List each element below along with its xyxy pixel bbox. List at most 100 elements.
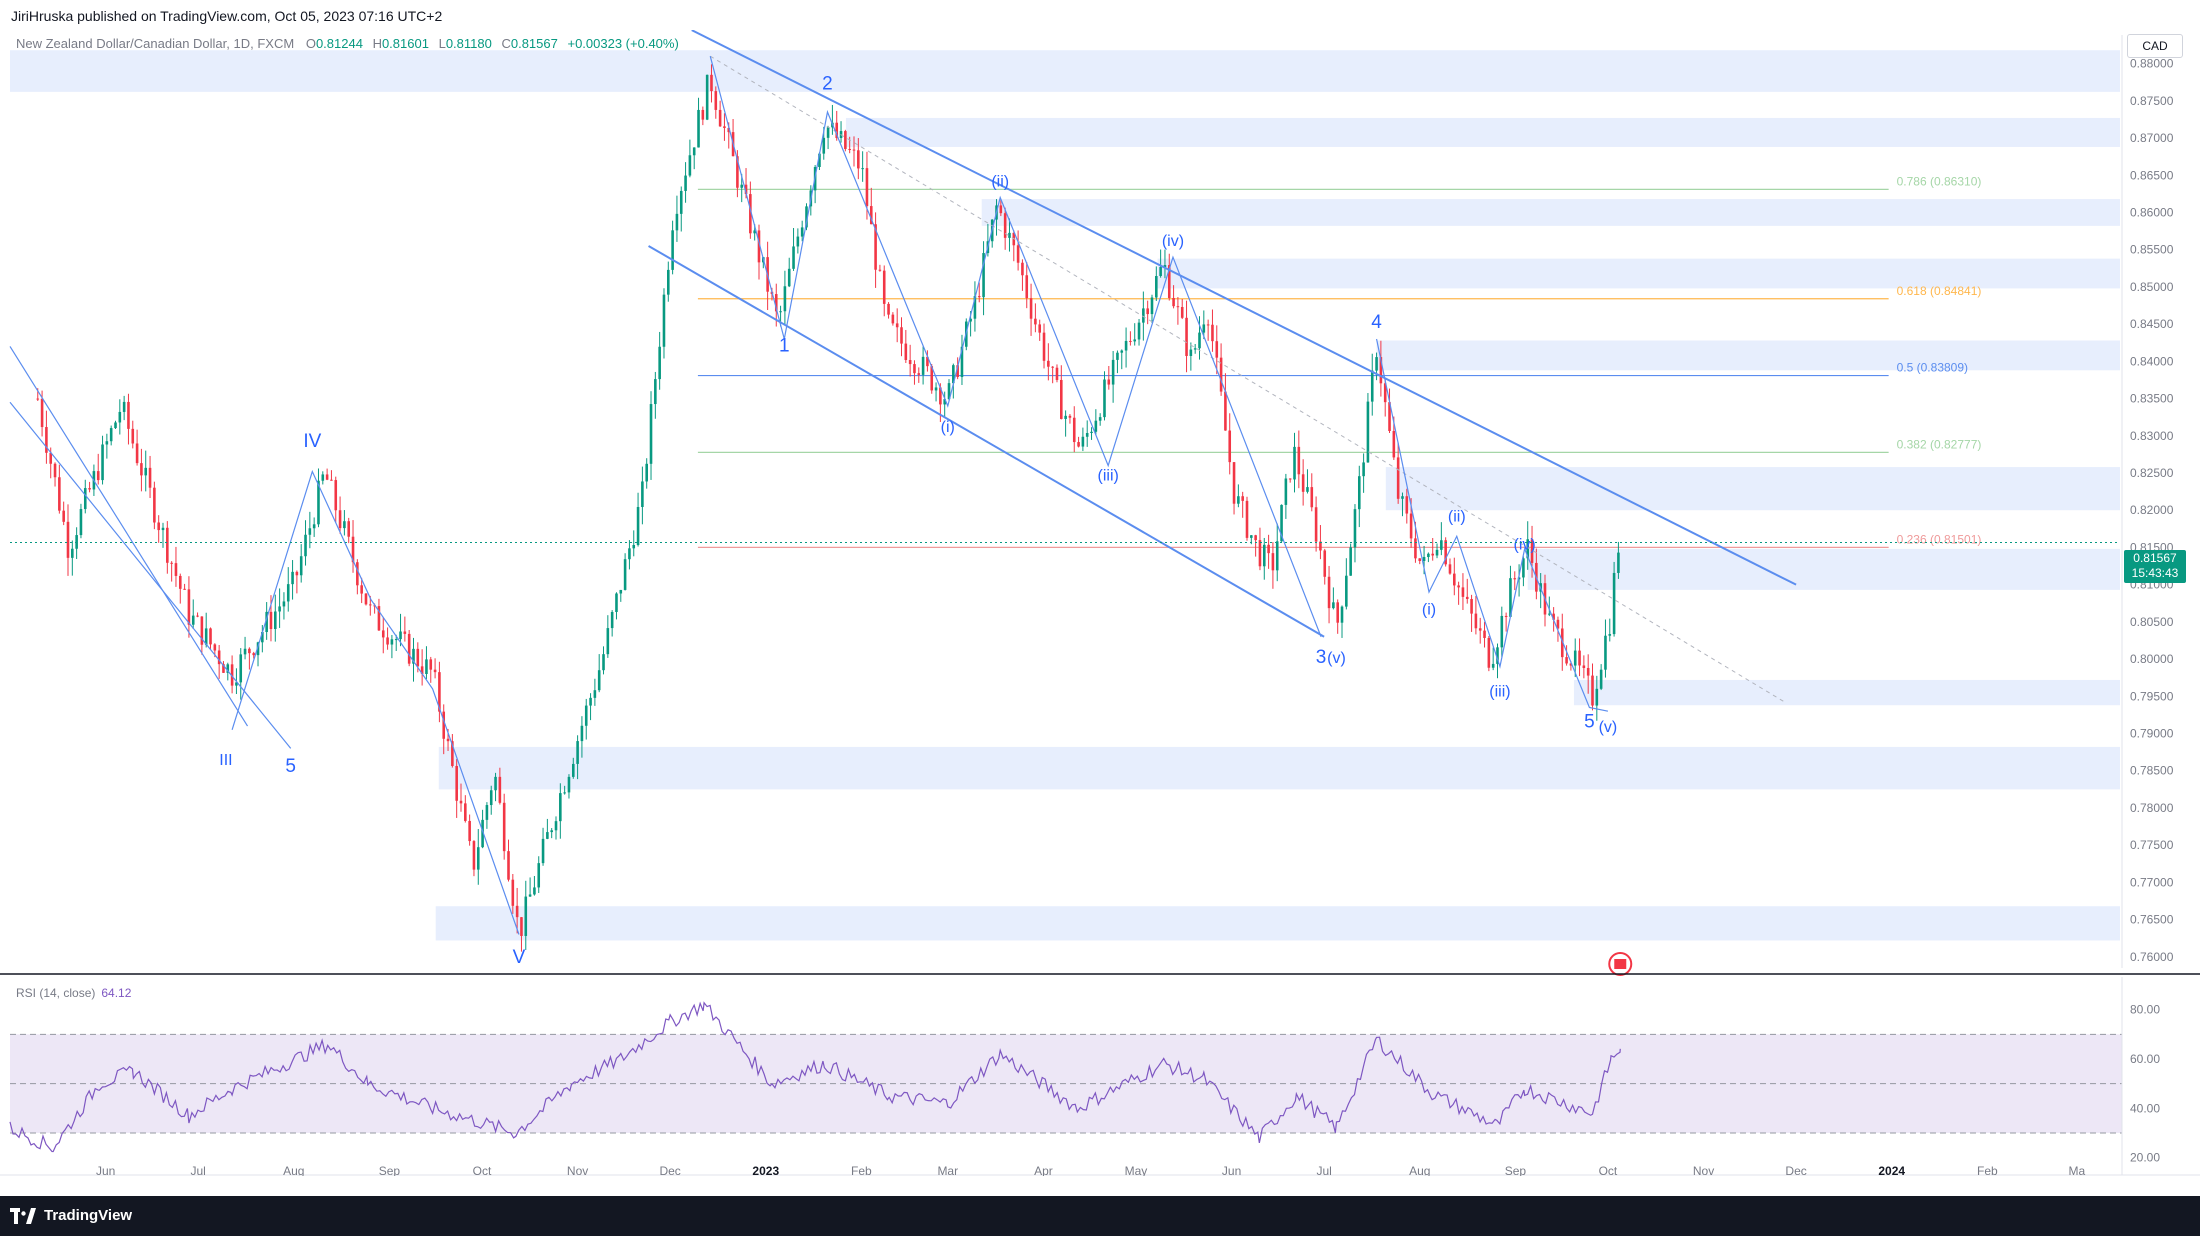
candle-body [230,664,234,686]
candle-body [1085,433,1089,437]
wave-label: 2 [822,74,833,95]
candle-body [675,213,679,231]
candle-body [1301,474,1305,492]
candle-body [563,792,566,794]
price-chart[interactable]: 0.786 (0.86310) 0.618 (0.84841) 0.5 (0.838… [0,30,2200,976]
candle-body [533,887,536,895]
candle-body [1288,478,1292,480]
candle-body [641,481,644,507]
candle-body [1072,417,1076,443]
candle-body [1237,496,1240,504]
candle-body [541,838,545,864]
candle-body [1051,366,1054,368]
candle-body [1224,391,1227,431]
candle-body [291,571,294,585]
candle-body [1586,668,1590,676]
candle-body [1522,558,1525,578]
candle-body [1081,436,1085,447]
candle-body [122,401,126,412]
candle-body [1357,476,1361,510]
candle-body [174,563,178,576]
candle-body [515,905,519,918]
candle-body [75,535,78,549]
candle-body [658,346,661,380]
candle-body [1457,585,1460,588]
candle-body [481,819,484,848]
candle-body [723,126,726,128]
time-axis-tick: Aug [1409,1164,1430,1176]
candle-body [226,664,230,673]
wave-label: (iii) [1098,467,1119,484]
header-bar: JiriHruska published on TradingView.com,… [0,0,2200,30]
candle-body [697,109,700,148]
candle-body [468,820,471,842]
candle-body [494,776,497,791]
candle-body [71,548,74,558]
candle-body [1353,509,1357,548]
candle-body [939,387,942,405]
wave-label: (iv) [1514,537,1536,554]
wave-label: (i) [1422,601,1436,618]
candle-body [148,467,152,488]
candle-body [606,628,610,655]
candle-body [826,127,830,138]
wave-label: 3 [1316,647,1327,668]
fib-level-label: 0.618 (0.84841) [1897,284,1982,298]
candle-body [429,659,433,670]
candle-body [1163,265,1167,268]
candle-body [1392,430,1396,458]
candle-body [1612,572,1616,635]
candle-body [1189,349,1193,356]
candle-body [654,379,657,405]
wave-label: (v) [1327,650,1346,667]
candle-body [338,510,342,529]
wave-label: (ii) [1448,508,1466,525]
wave-label: 1 [779,336,790,357]
candle-body [36,398,40,400]
candle-body [1107,379,1111,385]
candle-body [1077,442,1080,447]
candle-body [692,147,696,156]
candle-body [1444,540,1447,565]
candle-body [1232,462,1236,504]
wave-label: 5 [1584,712,1595,733]
candle-body [887,303,890,315]
candle-body [1349,547,1352,576]
candle-body [714,91,718,110]
candle-body [1167,265,1171,298]
candle-body [1025,275,1029,299]
candle-body [343,521,346,529]
last-price: 0.81567 [2133,551,2177,565]
low-label: L [438,36,446,51]
candle-body [472,841,476,870]
currency-button[interactable]: CAD [2127,34,2183,58]
candle-body [878,269,882,271]
candle-body [1573,650,1577,666]
candle-body [265,611,268,633]
rsi-axis-tick: 60.00 [2130,1052,2160,1066]
resistance-zone [1376,340,2120,371]
price-axis-tick: 0.87000 [2130,131,2174,145]
candle-body [131,428,135,444]
candle-body [1021,262,1024,276]
rsi-label: RSI (14, close) [16,986,96,1000]
candle-body [96,471,100,481]
tradingview-logo[interactable]: TradingView [10,1207,132,1224]
candle-body [217,650,221,665]
rsi-axis-tick: 40.00 [2130,1101,2160,1115]
candle-body [1008,232,1011,238]
rsi-chart[interactable]: 80.00 60.00 40.00 20.00 Jun Jul Aug Sep Oct Nov De… [0,976,2200,1176]
candle-body [956,365,959,378]
flag-icon [1614,959,1627,969]
candle-body [62,510,65,522]
candle-body [943,399,946,405]
candle-body [416,648,420,667]
wave-label: V [513,947,526,968]
candle-body [1548,613,1551,615]
ohlc-legend: New Zealand Dollar/Canadian Dollar, 1D, … [16,36,679,51]
price-axis-tick: 0.77500 [2130,838,2174,852]
candle-body [1094,420,1098,432]
candle-body [718,109,722,127]
candle-body [1401,496,1404,499]
price-axis-tick: 0.85000 [2130,280,2174,294]
